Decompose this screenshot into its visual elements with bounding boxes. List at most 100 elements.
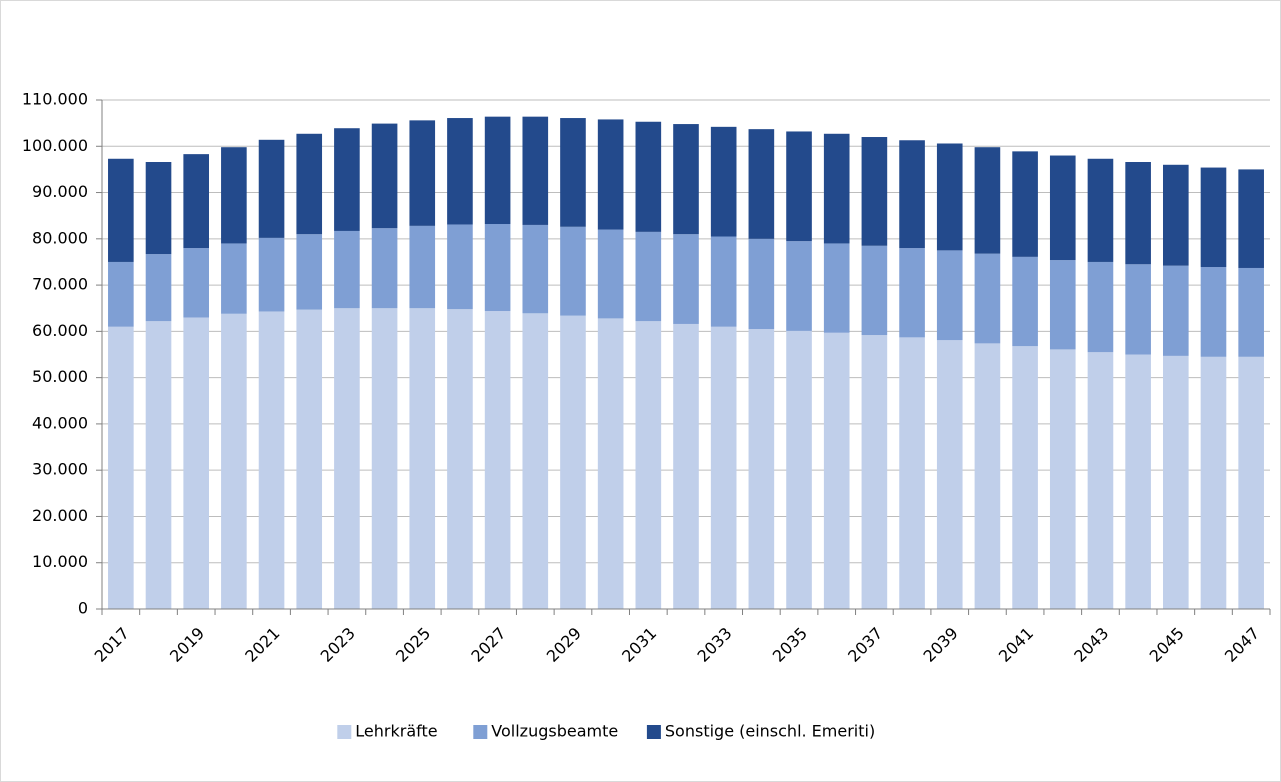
bar-segment <box>560 118 586 227</box>
bar-segment <box>899 337 925 609</box>
bar-segment <box>145 162 172 255</box>
bar-segment <box>861 245 888 336</box>
bar-segment <box>1125 264 1151 355</box>
bar-segment <box>108 261 134 327</box>
bar-segment <box>1162 265 1189 356</box>
bar-segment <box>974 343 1001 609</box>
bar-segment <box>936 250 963 341</box>
bar-segment <box>673 124 699 235</box>
bar-segment <box>673 234 699 324</box>
bar-segment <box>145 254 172 322</box>
bar-segment <box>484 311 511 609</box>
bar-segment <box>221 243 247 314</box>
legend-swatch <box>646 725 661 739</box>
bar-segment <box>447 224 473 310</box>
bar-segment <box>296 234 323 310</box>
bar-segment <box>447 309 473 609</box>
legend-label: Lehrkräfte <box>355 722 437 741</box>
bar-segment <box>1087 352 1114 609</box>
bar-segment <box>1238 267 1264 357</box>
bar-segment <box>108 326 134 609</box>
bar-segment <box>899 248 925 338</box>
bar-segment <box>861 137 888 246</box>
bar-segment <box>183 248 210 318</box>
bar-segment <box>597 119 624 230</box>
bar-segment <box>145 321 172 609</box>
bar-segment <box>1125 354 1151 609</box>
bar-segment <box>823 133 850 244</box>
y-tick-label: 0 <box>78 599 88 618</box>
bar-segment <box>560 226 586 316</box>
bar-segment <box>786 330 812 609</box>
bar-segment <box>296 309 323 609</box>
bar-segment <box>334 230 360 309</box>
bar-segment <box>1012 151 1038 257</box>
bar-segment <box>786 131 812 242</box>
bar-segment <box>409 120 436 226</box>
y-tick-label: 10.000 <box>32 552 88 571</box>
bar-segment <box>1200 267 1227 357</box>
bar-segment <box>597 318 624 609</box>
bar-segment <box>1162 164 1189 266</box>
bar-segment <box>1087 261 1114 353</box>
bar-segment <box>371 123 398 229</box>
bar-segment <box>258 139 285 238</box>
bar-segment <box>748 129 775 239</box>
bar-segment <box>635 231 662 322</box>
bar-segment <box>1087 158 1114 262</box>
y-tick-label: 70.000 <box>32 275 88 294</box>
bar-segment <box>108 158 134 262</box>
bar-segment <box>748 238 775 330</box>
bar-segment <box>748 329 775 609</box>
bar-segment <box>786 241 812 331</box>
bar-segment <box>710 126 737 237</box>
bar-segment <box>597 229 624 319</box>
bar-segment <box>635 321 662 609</box>
legend-label: Vollzugsbeamte <box>491 722 618 741</box>
bar-segment <box>861 335 888 609</box>
bar-segment <box>221 313 247 609</box>
bar-segment <box>409 308 436 609</box>
bar-segment <box>409 225 436 309</box>
bar-segment <box>560 315 586 609</box>
bar-segment <box>936 143 963 251</box>
y-tick-label: 90.000 <box>32 182 88 201</box>
legend-swatch <box>473 725 488 739</box>
bar-segment <box>899 140 925 249</box>
bar-segment <box>296 133 323 235</box>
bar-segment <box>522 224 549 314</box>
bar-segment <box>936 340 963 609</box>
y-tick-label: 80.000 <box>32 228 88 247</box>
y-tick-label: 50.000 <box>32 367 88 386</box>
bar-segment <box>447 118 473 225</box>
bar-segment <box>974 253 1001 344</box>
bar-segment <box>183 317 210 609</box>
bar-segment <box>371 308 398 609</box>
bar-segment <box>221 147 247 244</box>
bar-segment <box>1012 256 1038 347</box>
bar-segment <box>635 121 662 232</box>
bar-segment <box>334 308 360 609</box>
bar-segment <box>1238 169 1264 268</box>
y-tick-label: 30.000 <box>32 460 88 479</box>
bar-segment <box>710 236 737 327</box>
y-tick-label: 40.000 <box>32 413 88 432</box>
bar-segment <box>1049 155 1076 261</box>
y-tick-label: 20.000 <box>32 506 88 525</box>
bar-segment <box>334 128 360 231</box>
bar-segment <box>1200 167 1227 268</box>
legend-label: Sonstige (einschl. Emeriti) <box>665 722 875 741</box>
bar-segment <box>974 147 1001 254</box>
bar-segment <box>1012 346 1038 609</box>
y-tick-label: 60.000 <box>32 321 88 340</box>
bar-segment <box>1049 260 1076 350</box>
legend-swatch <box>337 725 352 739</box>
bar-segment <box>1125 162 1151 265</box>
bar-segment <box>823 332 850 609</box>
bar-segment <box>1049 349 1076 609</box>
bar-segment <box>522 313 549 609</box>
y-tick-label: 110.000 <box>22 90 88 109</box>
y-tick-label: 100.000 <box>22 136 88 155</box>
bar-segment <box>1238 356 1264 609</box>
